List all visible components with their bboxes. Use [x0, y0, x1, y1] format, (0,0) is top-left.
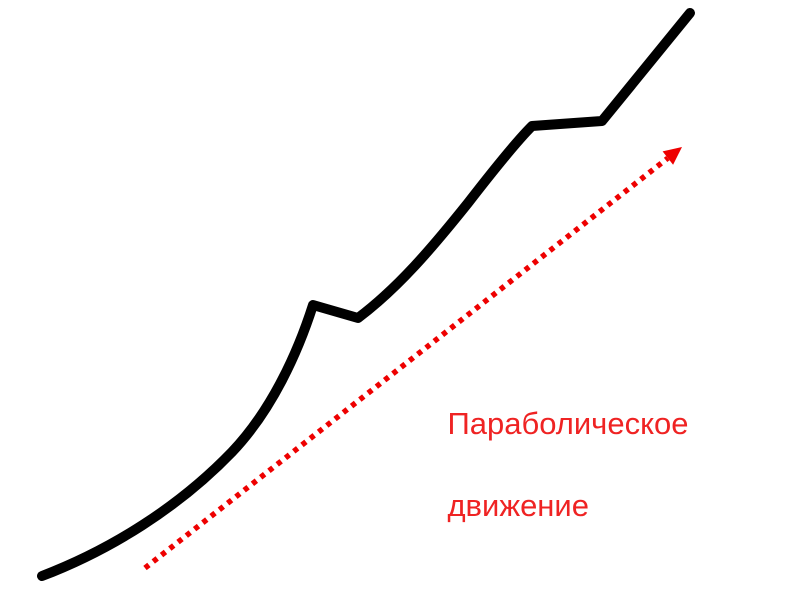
annotation-label: Параболическое движение: [413, 362, 713, 567]
trend-arrow-group: [143, 147, 682, 571]
parabolic-trajectory-curve: [37, 8, 695, 581]
annotation-label-line1: Параболическое: [447, 406, 689, 441]
annotation-label-line2: движение: [447, 488, 589, 523]
trend-arrowhead-icon: [662, 147, 682, 165]
